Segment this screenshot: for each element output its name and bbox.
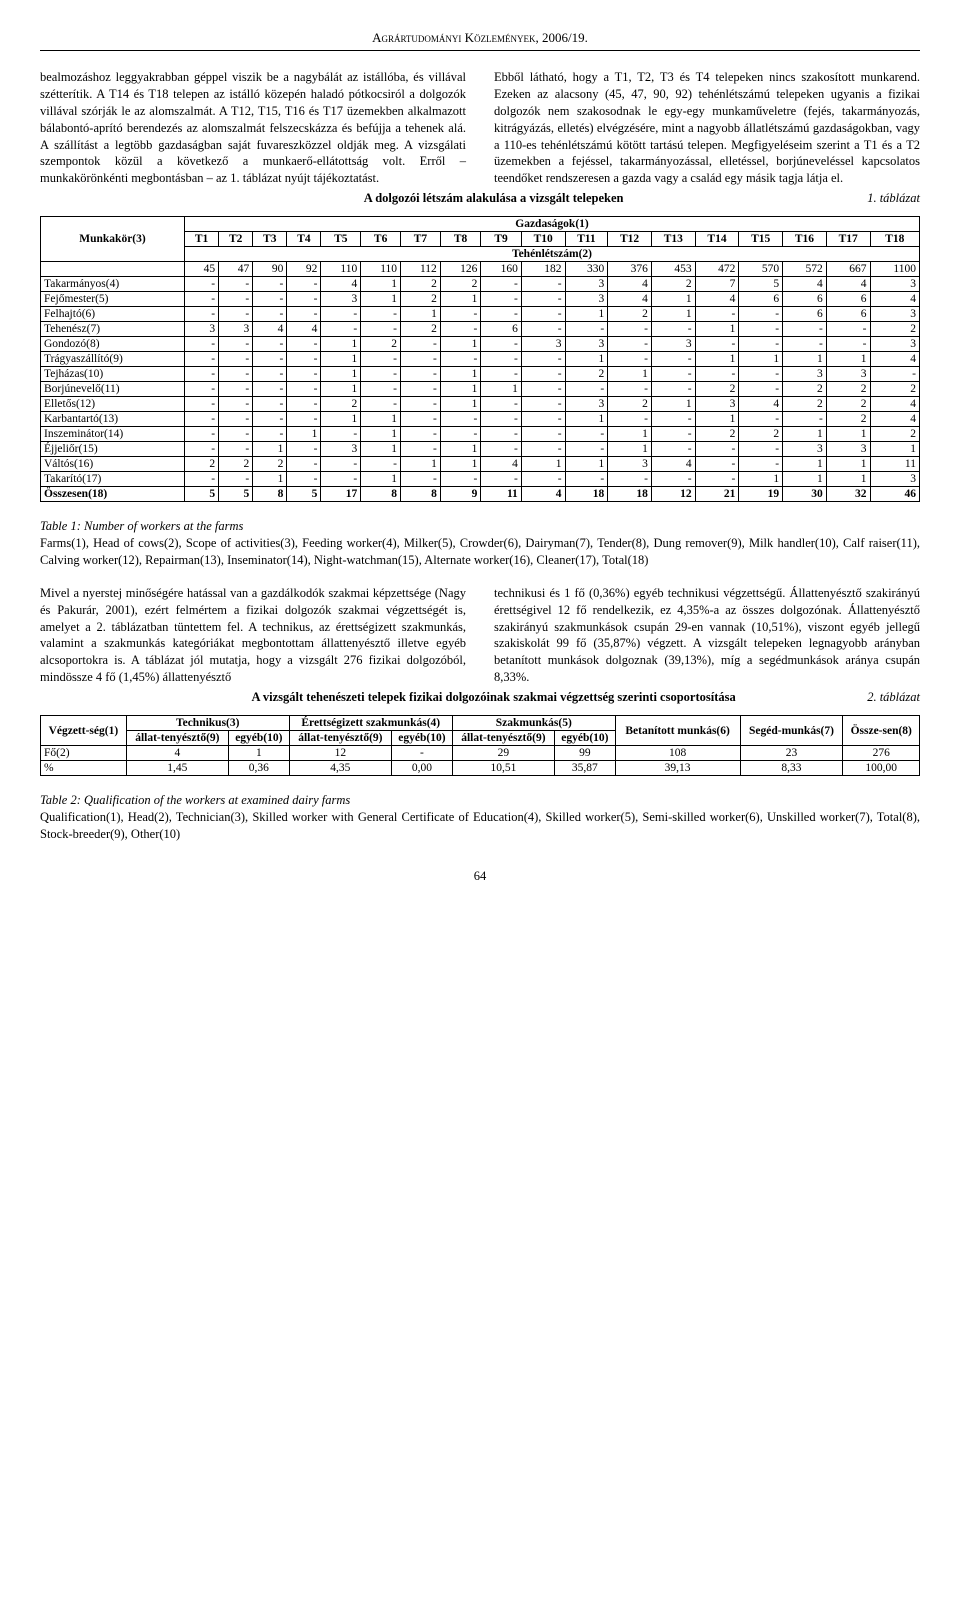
intro-left-col: bealmozáshoz leggyakrabban géppel viszik…: [40, 69, 466, 187]
page-number: 64: [40, 869, 920, 884]
table1-caption-row: A dolgozói létszám alakulása a vizsgált …: [40, 191, 920, 206]
table2-footnote-body: Qualification(1), Head(2), Technician(3)…: [40, 810, 920, 841]
table1-label: 1. táblázat: [867, 191, 920, 206]
table2-label: 2. táblázat: [867, 690, 920, 705]
table1-caption: A dolgozói létszám alakulása a vizsgált …: [120, 191, 867, 206]
table2-footnote: Table 2: Qualification of the workers at…: [40, 792, 920, 843]
table2-caption: A vizsgált tehenészeti telepek fizikai d…: [120, 690, 867, 705]
table2-caption-row: A vizsgált tehenészeti telepek fizikai d…: [40, 690, 920, 705]
table2-footnote-title: Table 2: Qualification of the workers at…: [40, 793, 350, 807]
table1-footnote-body: Farms(1), Head of cows(2), Scope of acti…: [40, 536, 920, 567]
page-header: Agrártudományi Közlemények, 2006/19.: [40, 30, 920, 51]
table1: Munkakör(3)Gazdaságok(1)T1T2T3T4T5T6T7T8…: [40, 216, 920, 502]
mid-columns: Mivel a nyerstej minőségére hatással van…: [40, 585, 920, 686]
table1-footnote: Table 1: Number of workers at the farms …: [40, 518, 920, 569]
intro-right-col: Ebből látható, hogy a T1, T2, T3 és T4 t…: [494, 69, 920, 187]
mid-left-col: Mivel a nyerstej minőségére hatással van…: [40, 585, 466, 686]
table1-footnote-title: Table 1: Number of workers at the farms: [40, 519, 243, 533]
table2: Végzett-ség(1)Technikus(3)Érettségizett …: [40, 715, 920, 776]
intro-columns: bealmozáshoz leggyakrabban géppel viszik…: [40, 69, 920, 187]
mid-right-col: technikusi és 1 fő (0,36%) egyéb technik…: [494, 585, 920, 686]
